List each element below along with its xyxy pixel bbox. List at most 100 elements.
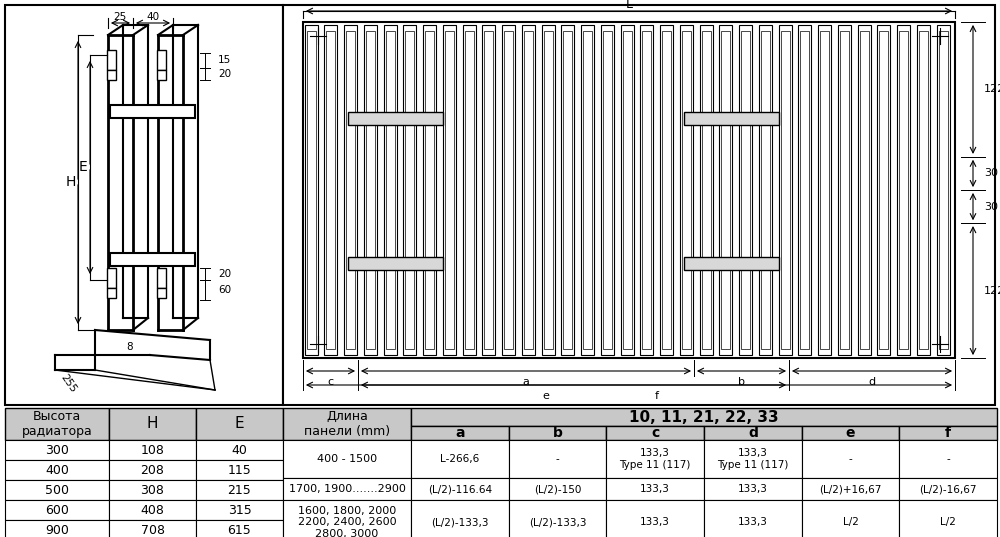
Text: 20: 20 bbox=[218, 69, 231, 79]
Bar bbox=[109, 440, 196, 460]
Text: 25: 25 bbox=[113, 12, 127, 22]
Bar bbox=[838, 25, 851, 355]
Text: d: d bbox=[748, 426, 758, 440]
Bar bbox=[411, 440, 509, 478]
Text: 308: 308 bbox=[141, 483, 164, 497]
Text: 600: 600 bbox=[45, 504, 69, 517]
Text: -: - bbox=[556, 454, 559, 464]
Bar bbox=[719, 25, 732, 355]
Text: 20: 20 bbox=[218, 269, 231, 279]
Text: 408: 408 bbox=[141, 504, 164, 517]
Bar bbox=[482, 25, 495, 355]
Bar bbox=[110, 105, 195, 118]
Text: 300: 300 bbox=[45, 444, 69, 456]
Bar bbox=[411, 500, 509, 537]
Text: 15: 15 bbox=[218, 55, 231, 65]
Bar bbox=[348, 112, 443, 125]
Bar bbox=[798, 25, 811, 355]
Text: L/2: L/2 bbox=[843, 518, 858, 527]
Bar bbox=[411, 478, 509, 500]
Text: E: E bbox=[235, 417, 244, 432]
Bar bbox=[761, 31, 770, 349]
Bar bbox=[509, 500, 606, 537]
Bar bbox=[109, 460, 196, 480]
Bar bbox=[107, 268, 116, 288]
Text: 133,3
Type 11 (117): 133,3 Type 11 (117) bbox=[619, 448, 691, 470]
Text: 900: 900 bbox=[45, 524, 69, 536]
Text: 315: 315 bbox=[228, 504, 251, 517]
Bar bbox=[509, 426, 606, 440]
Text: d: d bbox=[868, 377, 876, 387]
Bar bbox=[484, 31, 493, 349]
Text: E: E bbox=[79, 160, 87, 174]
Bar bbox=[157, 50, 166, 70]
Bar bbox=[544, 31, 553, 349]
Bar bbox=[700, 25, 713, 355]
Bar bbox=[411, 408, 997, 426]
Bar bbox=[621, 25, 634, 355]
Bar bbox=[818, 25, 831, 355]
Bar bbox=[858, 25, 871, 355]
Circle shape bbox=[315, 341, 321, 347]
Text: (L/2)-133,3: (L/2)-133,3 bbox=[431, 518, 489, 527]
Text: (L/2)-16,67: (L/2)-16,67 bbox=[919, 484, 977, 494]
Text: L/2: L/2 bbox=[940, 518, 956, 527]
Bar bbox=[684, 257, 779, 270]
Bar bbox=[759, 25, 772, 355]
Bar bbox=[196, 408, 283, 440]
Text: a: a bbox=[523, 377, 529, 387]
Bar bbox=[344, 25, 357, 355]
Bar bbox=[937, 25, 950, 355]
Text: c: c bbox=[651, 426, 659, 440]
Text: 133,3
Type 11 (117): 133,3 Type 11 (117) bbox=[717, 448, 789, 470]
Bar bbox=[919, 31, 928, 349]
Bar bbox=[157, 288, 166, 298]
Text: e: e bbox=[543, 391, 549, 401]
Bar bbox=[324, 25, 337, 355]
Bar bbox=[283, 500, 411, 537]
Text: (L/2)-133,3: (L/2)-133,3 bbox=[529, 518, 586, 527]
Bar bbox=[542, 25, 555, 355]
Text: Высота
радиатора: Высота радиатора bbox=[22, 410, 92, 438]
Text: 40: 40 bbox=[146, 12, 160, 22]
Text: 208: 208 bbox=[141, 463, 164, 476]
Bar bbox=[704, 426, 802, 440]
Bar bbox=[662, 31, 671, 349]
Bar bbox=[5, 500, 109, 520]
Bar bbox=[509, 478, 606, 500]
Text: 400: 400 bbox=[45, 463, 69, 476]
Bar bbox=[820, 31, 829, 349]
Text: H: H bbox=[147, 417, 158, 432]
Text: 1600, 1800, 2000
2200, 2400, 2600
2800, 3000: 1600, 1800, 2000 2200, 2400, 2600 2800, … bbox=[298, 506, 396, 537]
Bar bbox=[684, 112, 779, 125]
Bar bbox=[196, 500, 283, 520]
Text: 60: 60 bbox=[218, 285, 231, 295]
Text: b: b bbox=[738, 377, 745, 387]
Bar bbox=[366, 31, 375, 349]
Text: 122: 122 bbox=[984, 286, 1000, 295]
Text: 133,3: 133,3 bbox=[640, 484, 670, 494]
Bar bbox=[682, 31, 691, 349]
Text: -: - bbox=[849, 454, 852, 464]
Bar bbox=[606, 440, 704, 478]
Bar bbox=[443, 25, 456, 355]
Text: L: L bbox=[626, 0, 633, 11]
Bar bbox=[364, 25, 377, 355]
Bar bbox=[522, 25, 535, 355]
Bar bbox=[603, 31, 612, 349]
Bar bbox=[196, 440, 283, 460]
Bar bbox=[463, 25, 476, 355]
Bar bbox=[5, 520, 109, 537]
Bar bbox=[581, 25, 594, 355]
Bar bbox=[802, 440, 899, 478]
Bar bbox=[897, 25, 910, 355]
Bar bbox=[425, 31, 434, 349]
Text: 133,3: 133,3 bbox=[738, 518, 768, 527]
Bar bbox=[606, 426, 704, 440]
Circle shape bbox=[937, 341, 943, 347]
Text: (L/2)-150: (L/2)-150 bbox=[534, 484, 581, 494]
Bar bbox=[917, 25, 930, 355]
Bar bbox=[721, 31, 730, 349]
Text: 30: 30 bbox=[984, 201, 998, 212]
Bar bbox=[840, 31, 849, 349]
